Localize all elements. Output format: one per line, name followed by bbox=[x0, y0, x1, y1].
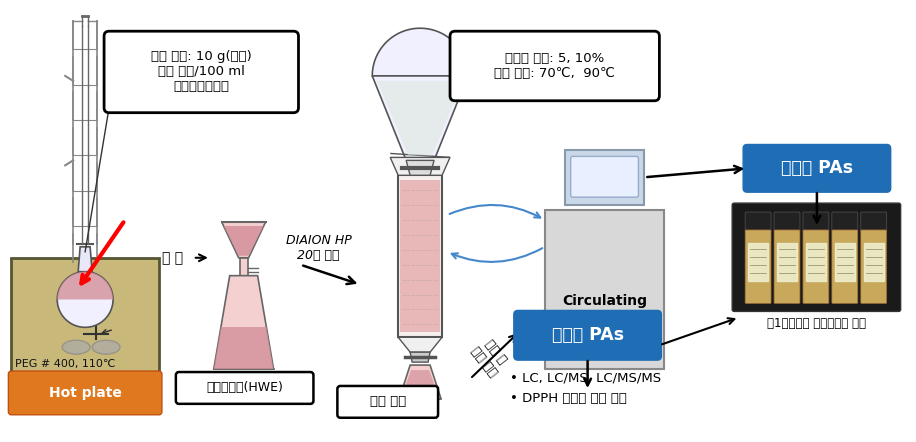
Polygon shape bbox=[78, 247, 93, 272]
Polygon shape bbox=[377, 81, 463, 156]
FancyBboxPatch shape bbox=[514, 310, 661, 360]
FancyBboxPatch shape bbox=[337, 386, 438, 418]
FancyBboxPatch shape bbox=[450, 31, 660, 101]
FancyBboxPatch shape bbox=[774, 212, 800, 232]
Polygon shape bbox=[400, 180, 440, 332]
Text: 알코올 탈착: 5, 10%
열수 탈착: 70℃,  90℃: 알코올 탈착: 5, 10% 열수 탈착: 70℃, 90℃ bbox=[495, 52, 616, 80]
Text: 탈착 구분: 탈착 구분 bbox=[369, 395, 406, 408]
Polygon shape bbox=[398, 175, 442, 337]
Text: 고분자 PAs: 고분자 PAs bbox=[780, 159, 853, 177]
Polygon shape bbox=[213, 276, 274, 369]
Polygon shape bbox=[222, 222, 266, 258]
Polygon shape bbox=[224, 226, 264, 256]
FancyBboxPatch shape bbox=[774, 230, 800, 304]
FancyBboxPatch shape bbox=[176, 372, 313, 404]
FancyBboxPatch shape bbox=[832, 212, 857, 232]
Text: PEG # 400, 110℃: PEG # 400, 110℃ bbox=[16, 359, 115, 369]
FancyBboxPatch shape bbox=[104, 31, 299, 113]
FancyBboxPatch shape bbox=[8, 371, 162, 415]
Polygon shape bbox=[545, 210, 664, 369]
Text: 농축 및
동결 건조: 농축 및 동결 건조 bbox=[468, 335, 511, 379]
Text: 제1세부과제 책임자에게 제공: 제1세부과제 책임자에게 제공 bbox=[768, 317, 867, 330]
Polygon shape bbox=[401, 370, 439, 397]
Ellipse shape bbox=[93, 340, 120, 354]
FancyBboxPatch shape bbox=[745, 212, 771, 232]
FancyBboxPatch shape bbox=[743, 145, 890, 192]
Polygon shape bbox=[240, 258, 247, 276]
Polygon shape bbox=[398, 337, 442, 352]
FancyBboxPatch shape bbox=[11, 258, 158, 375]
Polygon shape bbox=[390, 153, 450, 157]
Text: 여 과: 여 과 bbox=[162, 251, 183, 265]
Ellipse shape bbox=[62, 340, 90, 354]
Polygon shape bbox=[372, 76, 468, 160]
Polygon shape bbox=[806, 243, 826, 281]
Text: 저분자 PAs: 저분자 PAs bbox=[551, 326, 624, 344]
Text: 추출 조건: 10 g(전건)
수피 분말/100 ml
중류이온교환수: 추출 조건: 10 g(전건) 수피 분말/100 ml 중류이온교환수 bbox=[151, 50, 252, 93]
Polygon shape bbox=[213, 327, 274, 369]
Polygon shape bbox=[834, 243, 855, 281]
Text: • LC, LC/MS, LC/MS/MS
• DPPH 라디칼 소거 활성: • LC, LC/MS, LC/MS/MS • DPPH 라디칼 소거 활성 bbox=[510, 371, 661, 405]
Polygon shape bbox=[390, 157, 450, 175]
FancyBboxPatch shape bbox=[803, 212, 829, 232]
Polygon shape bbox=[748, 243, 768, 281]
FancyBboxPatch shape bbox=[861, 212, 887, 232]
Polygon shape bbox=[864, 243, 884, 281]
Polygon shape bbox=[410, 352, 431, 362]
FancyBboxPatch shape bbox=[732, 203, 900, 312]
Polygon shape bbox=[564, 150, 645, 205]
FancyBboxPatch shape bbox=[803, 230, 829, 304]
Polygon shape bbox=[406, 160, 434, 175]
Polygon shape bbox=[372, 28, 468, 76]
Text: Hot plate: Hot plate bbox=[49, 386, 122, 400]
FancyBboxPatch shape bbox=[861, 230, 887, 304]
Polygon shape bbox=[399, 365, 441, 399]
FancyBboxPatch shape bbox=[832, 230, 857, 304]
Text: 열수추출물(HWE): 열수추출물(HWE) bbox=[206, 381, 283, 394]
FancyBboxPatch shape bbox=[745, 230, 771, 304]
Polygon shape bbox=[777, 243, 797, 281]
FancyBboxPatch shape bbox=[571, 156, 638, 197]
Text: Circulating
Water Bath: Circulating Water Bath bbox=[561, 294, 649, 324]
Polygon shape bbox=[57, 272, 113, 300]
Text: DIAION HP
20에 흡착: DIAION HP 20에 흡착 bbox=[286, 234, 352, 262]
Polygon shape bbox=[57, 272, 113, 328]
